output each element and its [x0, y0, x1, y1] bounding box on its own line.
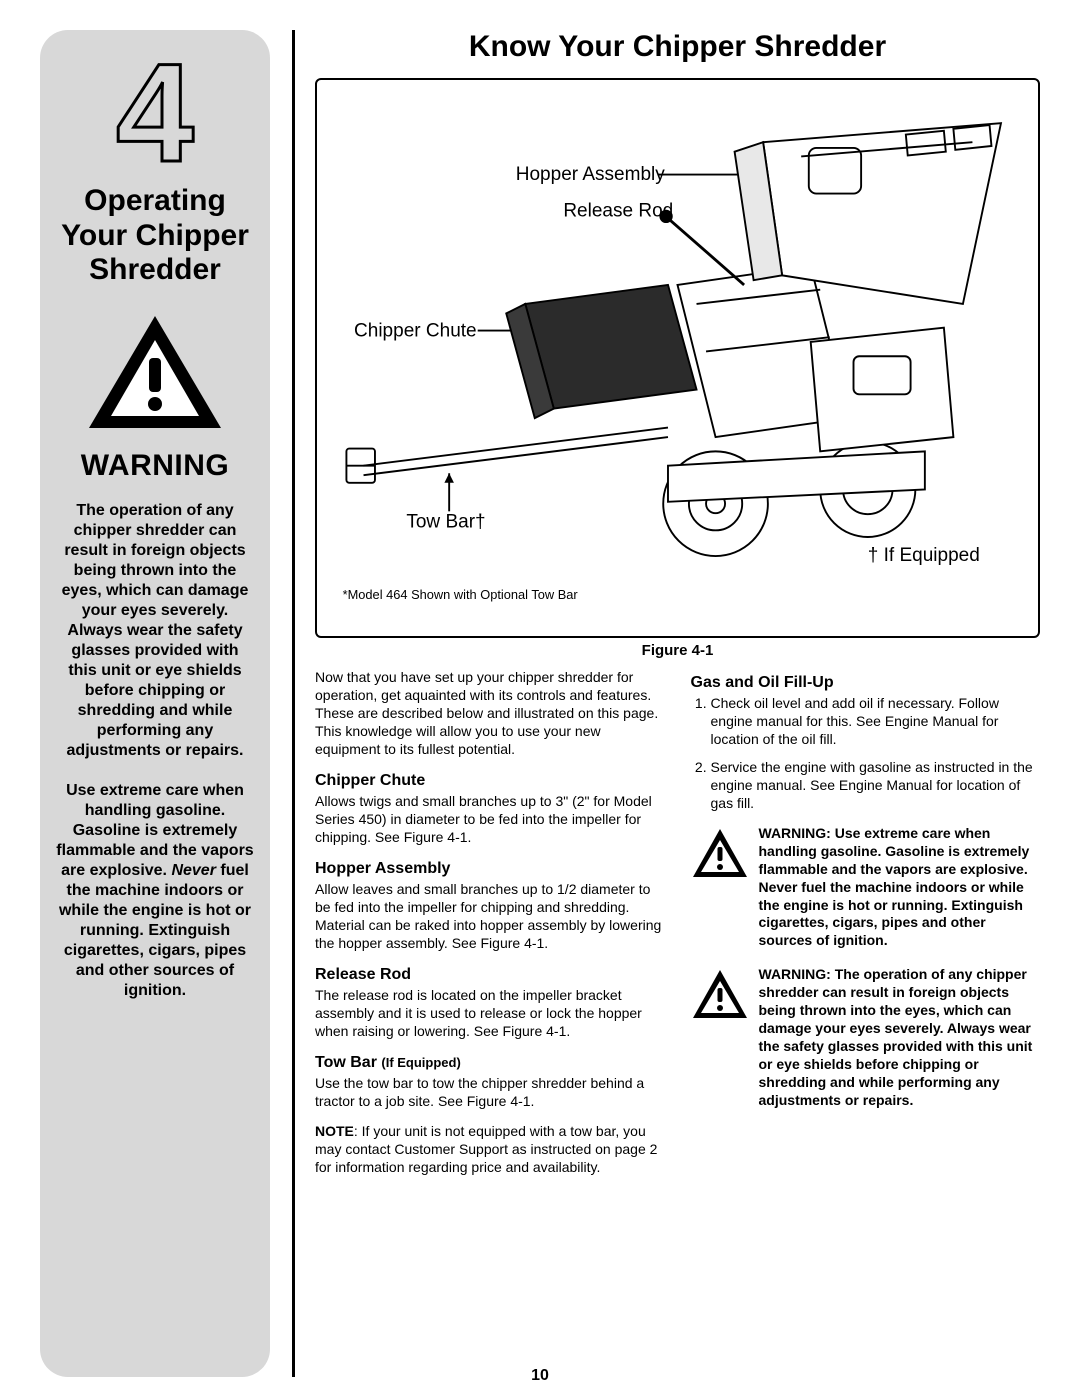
figure-box: Hopper Assembly Release Rod Chipper Chut… [315, 78, 1040, 638]
warning-block-2: WARNING: The operation of any chipper sh… [691, 966, 1041, 1109]
heading-towbar-main: Tow Bar [315, 1054, 381, 1071]
page-number: 10 [0, 1367, 1080, 1385]
warning-triangle-icon [85, 312, 225, 437]
sidebar-para2-post: fuel the machine indoors or while the en… [59, 862, 251, 999]
heading-release: Release Rod [315, 965, 665, 985]
warning-heading: WARNING [81, 449, 230, 483]
sidebar-title: Operating Your Chipper Shredder [61, 184, 249, 288]
note-label: NOTE [315, 1123, 354, 1139]
chapter-number: 4 [116, 50, 194, 176]
body-release: The release rod is located on the impell… [315, 987, 665, 1041]
body-towbar: Use the tow bar to tow the chipper shred… [315, 1075, 665, 1111]
right-column: Gas and Oil Fill-Up Check oil level and … [691, 669, 1041, 1189]
figure-caption: Figure 4-1 [315, 642, 1040, 659]
figure-footnote: *Model 464 Shown with Optional Tow Bar [343, 587, 579, 602]
warning-text-1: WARNING: Use extreme care when handling … [759, 825, 1041, 950]
label-hopper: Hopper Assembly [516, 164, 666, 185]
sidebar-title-line3: Shredder [89, 253, 221, 286]
warning-block-1: WARNING: Use extreme care when handling … [691, 825, 1041, 950]
heading-gas-oil: Gas and Oil Fill-Up [691, 673, 1041, 693]
label-release: Release Rod [563, 200, 673, 221]
sidebar-warning-para2: Use extreme care when handling gasoline.… [52, 781, 258, 1001]
warning-text-2: WARNING: The operation of any chipper sh… [759, 966, 1041, 1109]
page-title: Know Your Chipper Shredder [315, 30, 1040, 64]
label-chute: Chipper Chute [354, 320, 477, 341]
sidebar-title-line2: Your Chipper [61, 219, 249, 252]
chipper-diagram-svg: Hopper Assembly Release Rod Chipper Chut… [335, 94, 1020, 628]
body-hopper: Allow leaves and small branches up to 1/… [315, 881, 665, 953]
note-paragraph: NOTE: If your unit is not equipped with … [315, 1123, 665, 1177]
body-columns: Now that you have set up your chipper sh… [315, 669, 1040, 1189]
sidebar-para2-em: Never [171, 862, 215, 879]
sidebar-title-line1: Operating [84, 184, 226, 217]
body-chipper-chute: Allows twigs and small branches up to 3"… [315, 793, 665, 847]
heading-towbar: Tow Bar (If Equipped) [315, 1053, 665, 1073]
note-body: : If your unit is not equipped with a to… [315, 1123, 657, 1175]
gas-oil-item-1: Check oil level and add oil if necessary… [711, 695, 1041, 749]
intro-paragraph: Now that you have set up your chipper sh… [315, 669, 665, 759]
main-content: Know Your Chipper Shredder Hopper Assemb… [292, 30, 1040, 1377]
heading-hopper: Hopper Assembly [315, 859, 665, 879]
left-column: Now that you have set up your chipper sh… [315, 669, 665, 1189]
label-equipped: † If Equipped [868, 545, 980, 566]
sidebar-panel: 4 Operating Your Chipper Shredder WARNIN… [40, 30, 270, 1377]
warning-triangle-icon [691, 968, 749, 1025]
sidebar-warning-para1: The operation of any chipper shredder ca… [52, 501, 258, 761]
heading-chipper-chute: Chipper Chute [315, 771, 665, 791]
label-towbar: Tow Bar† [406, 511, 485, 532]
gas-oil-list: Check oil level and add oil if necessary… [691, 695, 1041, 812]
warning-triangle-icon [691, 827, 749, 884]
heading-towbar-sub: (If Equipped) [381, 1055, 460, 1070]
gas-oil-item-2: Service the engine with gasoline as inst… [711, 759, 1041, 813]
